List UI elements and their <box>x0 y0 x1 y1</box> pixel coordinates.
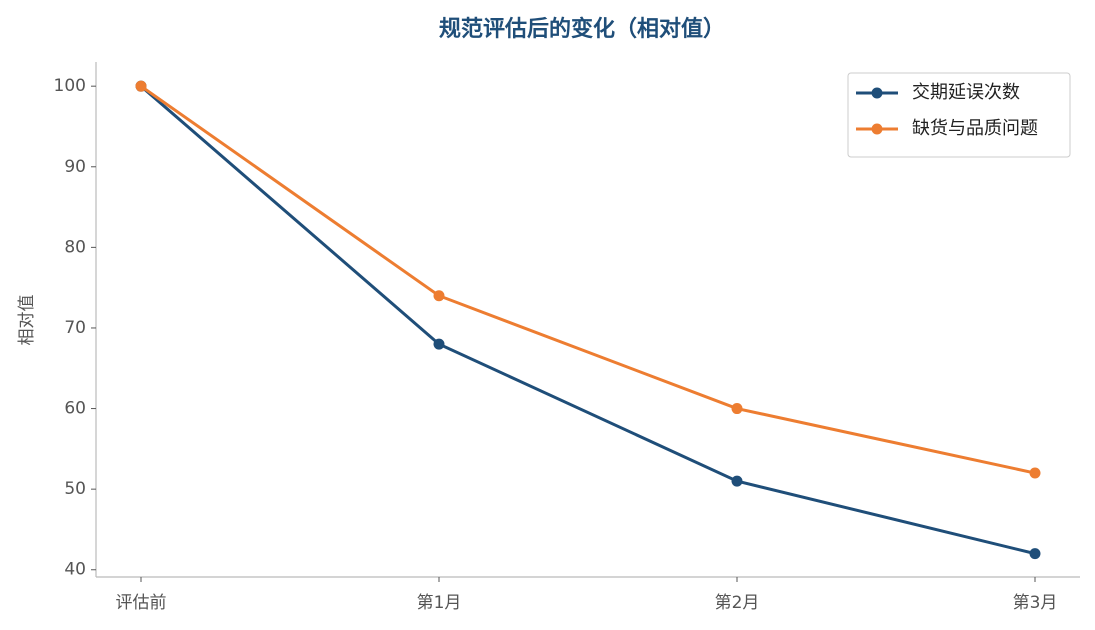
y-tick-label: 100 <box>54 76 86 96</box>
series-line <box>140 85 1036 556</box>
data-point <box>433 338 445 350</box>
y-tick-label: 90 <box>64 157 86 177</box>
legend-marker <box>871 87 883 99</box>
legend-marker <box>871 123 883 135</box>
data-point <box>433 290 445 302</box>
data-point <box>731 475 743 487</box>
x-tick-label: 评估前 <box>116 593 167 613</box>
y-axis-label: 相对值 <box>17 295 37 346</box>
series-line <box>140 84 1036 475</box>
data-point <box>731 403 743 415</box>
y-tick-label: 70 <box>64 318 86 338</box>
x-tick-label: 第2月 <box>715 593 760 613</box>
x-tick-label: 第1月 <box>417 593 462 613</box>
legend-label: 缺货与品质问题 <box>912 118 1038 139</box>
x-tick-label: 第3月 <box>1013 593 1058 613</box>
data-point <box>1029 467 1041 479</box>
legend-box <box>847 72 1071 158</box>
chart-title: 规范评估后的变化（相对值） <box>439 16 725 42</box>
data-point <box>135 80 147 92</box>
legend-label: 交期延误次数 <box>912 82 1020 103</box>
y-tick-label: 80 <box>64 237 86 257</box>
data-point <box>1029 548 1041 560</box>
y-tick-label: 60 <box>64 399 86 419</box>
y-tick-label: 50 <box>64 479 86 499</box>
y-tick-label: 40 <box>64 560 86 580</box>
